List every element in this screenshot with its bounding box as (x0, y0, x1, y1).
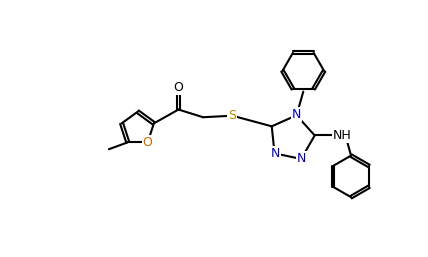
Text: O: O (143, 136, 153, 149)
Text: S: S (229, 109, 236, 122)
Text: N: N (292, 108, 301, 121)
Text: N: N (270, 147, 280, 160)
Text: O: O (173, 81, 184, 95)
Text: NH: NH (333, 129, 352, 142)
Text: N: N (297, 152, 306, 166)
